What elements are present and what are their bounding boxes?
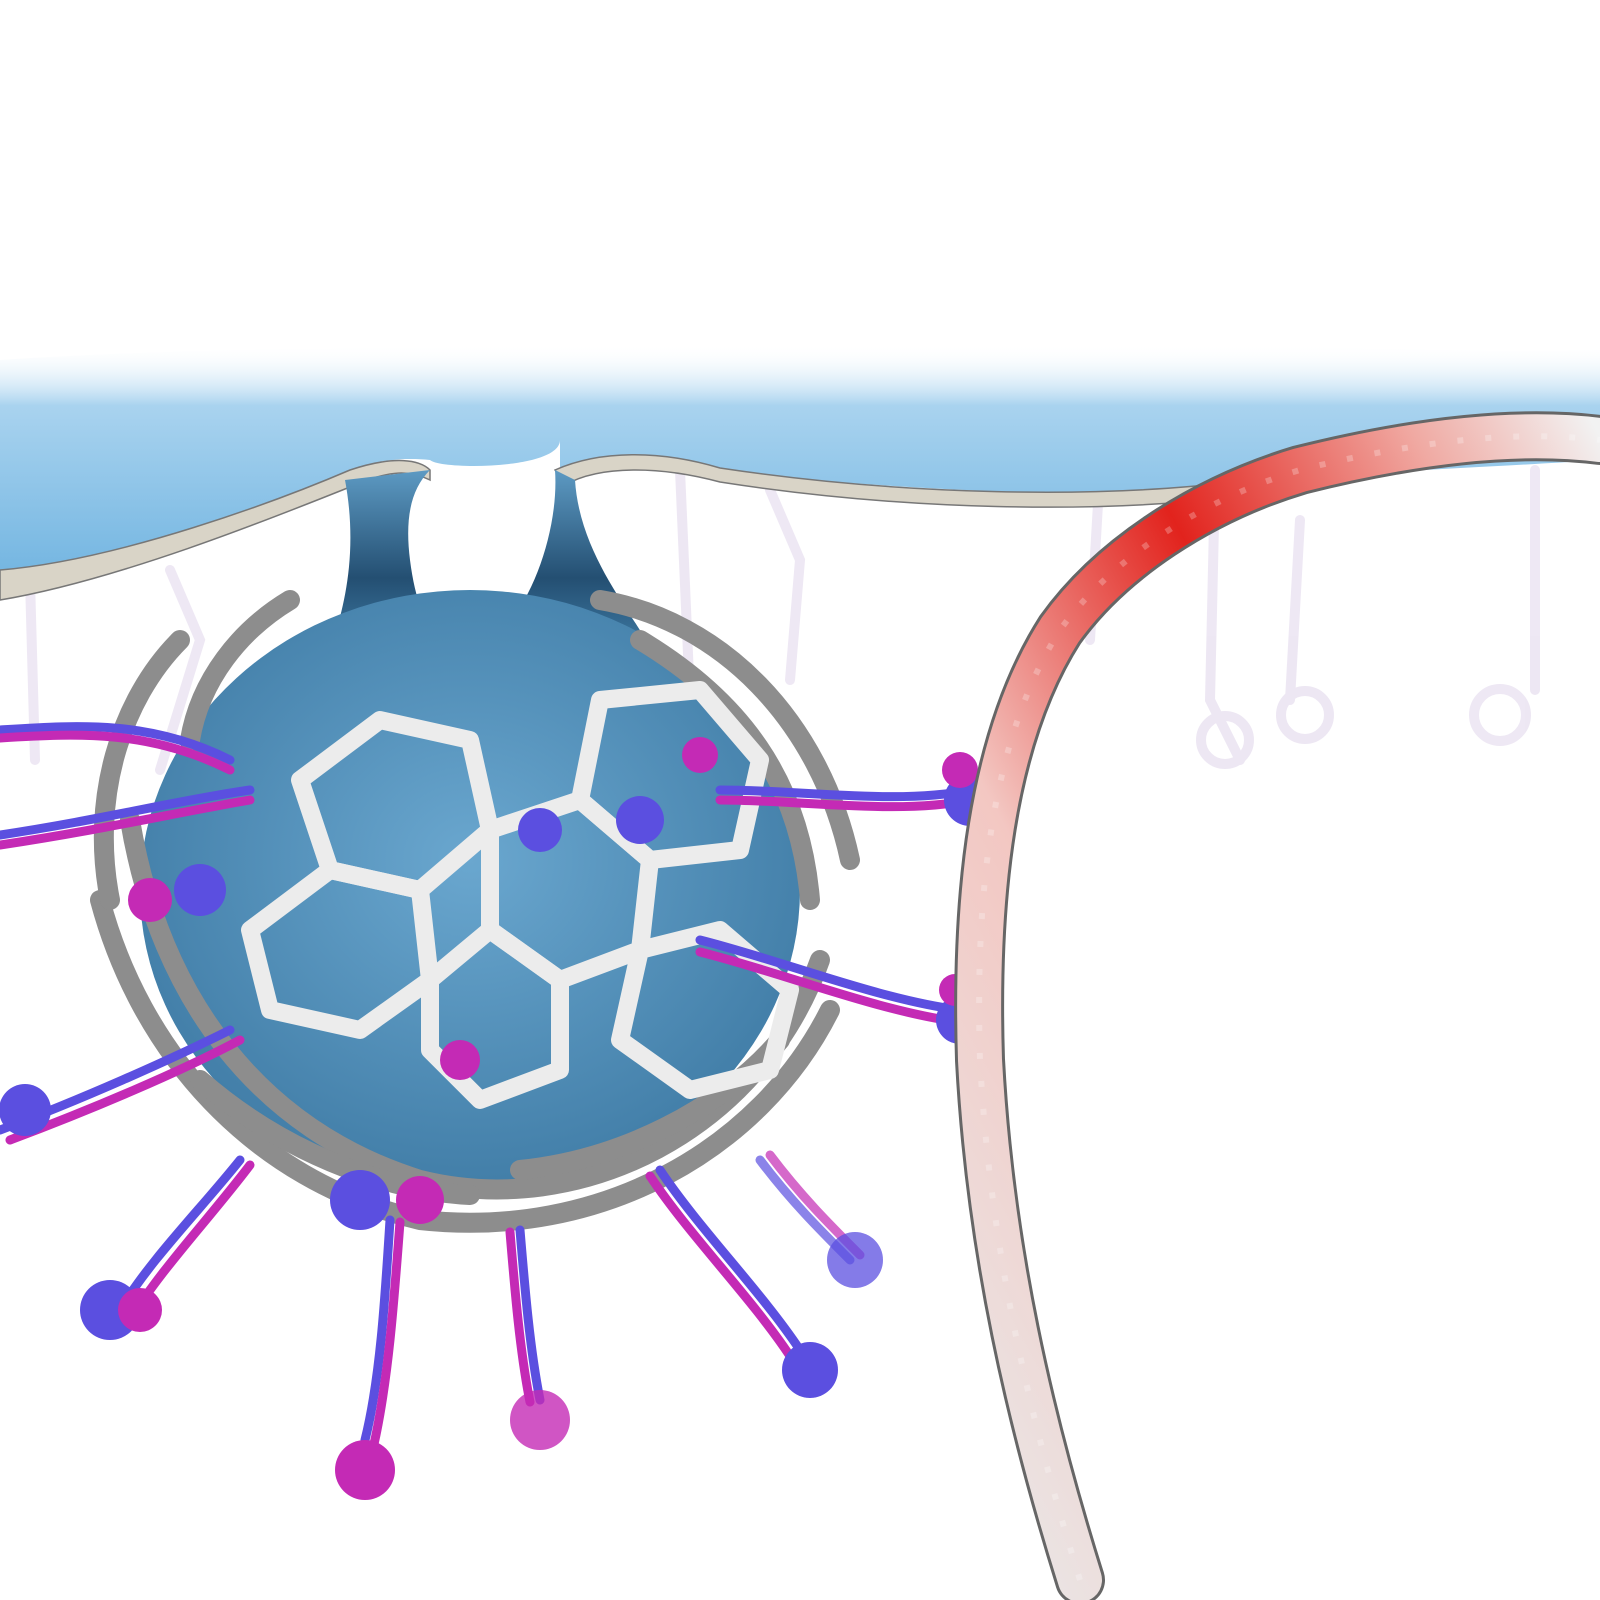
membrane-sheet (0, 343, 1600, 601)
faint-tether (1204, 475, 1245, 765)
cage-hexagon (421, 921, 569, 1109)
adaptor-protein (695, 935, 965, 1027)
adaptor-protein (0, 722, 235, 775)
cage-hexagon (241, 861, 439, 1039)
cage-hexagon (571, 681, 769, 869)
adaptor-head (827, 1232, 883, 1288)
clathrin-cage-front (241, 681, 799, 1109)
faint-tether (1285, 515, 1305, 705)
bilayer-edge-left (0, 459, 431, 601)
faint-tether (155, 565, 206, 775)
adaptor-protein (0, 785, 255, 850)
adaptor-head (0, 1084, 51, 1136)
actin-filament (957, 414, 1600, 1600)
adaptor-head (942, 752, 978, 788)
adaptor-protein (505, 1225, 545, 1407)
adaptor-head (118, 1288, 162, 1332)
bilayer-edge-right (553, 419, 1600, 508)
adaptor-head (335, 1440, 395, 1500)
cage-strut (180, 590, 300, 750)
adaptor-head (440, 1040, 480, 1080)
adaptor-protein (645, 1165, 805, 1361)
adaptor-head (510, 1390, 570, 1450)
cage-hexagon (611, 921, 799, 1099)
adaptor-head (128, 878, 172, 922)
adaptor-head (682, 737, 718, 773)
cage-strut (93, 630, 190, 910)
adaptor-tethers (0, 722, 975, 1449)
faint-tether (765, 485, 806, 685)
adaptor-protein (360, 1215, 405, 1449)
adaptor-head (330, 1170, 390, 1230)
adaptor-head (782, 1342, 838, 1398)
adaptor-head (518, 808, 562, 852)
faint-adaptor-head (1469, 684, 1531, 746)
adaptor-protein (715, 785, 975, 812)
faint-adaptor-head (1196, 711, 1254, 769)
adaptor-head (174, 864, 226, 916)
adaptor-head (616, 796, 664, 844)
faint-adaptor-head (1276, 686, 1334, 744)
adaptor-head (396, 1176, 444, 1224)
actin-subunit-texture (976, 433, 1600, 1581)
membrane-surface (0, 343, 1600, 590)
